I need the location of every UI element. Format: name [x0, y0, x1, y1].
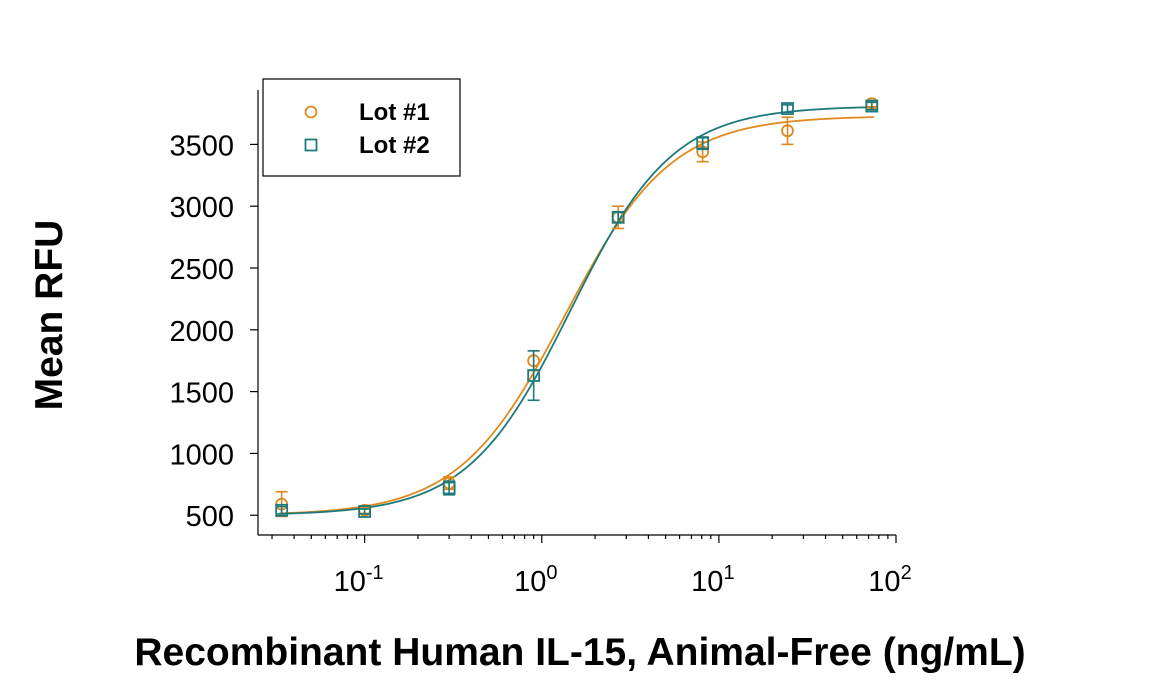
data-point-square — [865, 99, 879, 113]
y-tick-label: 3500 — [169, 130, 234, 162]
tick-labels: 500 1000 1500 2000 2500 3000 3500 10-1 100 101 102 — [169, 130, 911, 598]
legend-marker-lot-2 — [304, 138, 318, 152]
fit-curves — [279, 106, 874, 515]
y-tick-label: 3000 — [169, 192, 234, 224]
legend-marker-lot-1 — [304, 105, 318, 119]
y-tick-label: 500 — [186, 501, 234, 533]
data-point-square — [527, 369, 541, 382]
data-points — [275, 97, 879, 518]
legend-box — [262, 78, 461, 177]
legend: Lot #1 Lot #2 — [262, 78, 461, 177]
fit-curve-series-1 — [279, 116, 874, 515]
data-point-square — [611, 210, 625, 224]
x-tick-label: 102 — [868, 562, 911, 598]
y-tick-label: 1500 — [169, 378, 234, 410]
data-point-square — [358, 505, 372, 518]
x-tick-label: 10-1 — [334, 562, 384, 598]
data-point-square — [442, 481, 456, 495]
y-tick-label: 2500 — [169, 254, 234, 286]
legend-label-lot-1: Lot #1 — [359, 99, 430, 126]
y-tick-label: 1000 — [169, 439, 234, 471]
data-point-square — [696, 136, 710, 150]
axes — [250, 90, 897, 543]
data-point-square — [781, 102, 794, 115]
data-point-circle — [781, 124, 794, 138]
y-axis-title: Mean RFU — [28, 220, 71, 411]
x-axis-title: Recombinant Human IL-15, Animal-Free (ng… — [134, 631, 1025, 674]
x-tick-label: 100 — [514, 562, 557, 598]
x-tick-label: 101 — [691, 562, 734, 598]
data-point-square — [275, 503, 289, 517]
y-tick-label: 2000 — [169, 316, 234, 348]
legend-label-lot-2: Lot #2 — [359, 132, 430, 159]
fit-curve-series-2 — [279, 106, 874, 515]
